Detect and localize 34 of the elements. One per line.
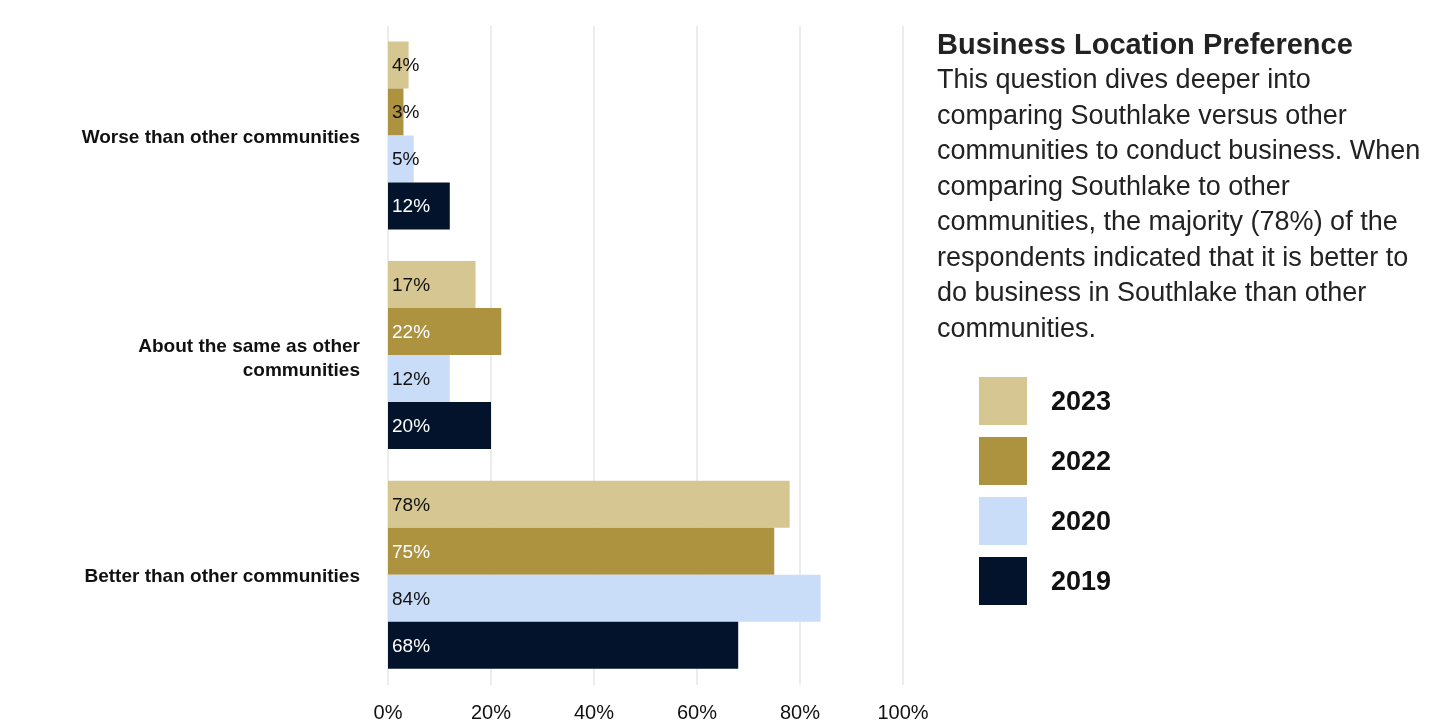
bar — [388, 261, 476, 309]
y-tick-label: About the same as other communities — [138, 334, 361, 379]
x-tick-label: 80% — [779, 701, 821, 724]
bar — [388, 480, 790, 528]
text: This question dives deeper into comparing Southlake versus other communities to conduct business. When comparing Southlake to other communities, the majority (78%) of the respondents indicated that it is better to do business in Southlake than other communities. — [937, 63, 1422, 345]
data-label: 68% — [392, 634, 431, 656]
data-label: 78% — [392, 493, 431, 515]
bar — [388, 355, 450, 403]
bar — [388, 527, 775, 575]
bar — [388, 574, 821, 622]
x-tick-label: 60% — [676, 701, 718, 724]
data-label: 17% — [392, 274, 431, 296]
legend-label: 2019 — [1051, 565, 1112, 597]
x-tick-label: 0% — [373, 701, 403, 724]
bar — [388, 182, 450, 230]
data-label: 22% — [392, 321, 431, 343]
x-tick-label: 100% — [877, 701, 929, 724]
x-tick-label: 20% — [470, 701, 512, 724]
y-tick-label: Worse than other communities — [81, 125, 360, 147]
bar — [388, 402, 491, 450]
text: Business Location Preference — [937, 27, 1354, 62]
data-label: 20% — [392, 415, 431, 437]
y-tick-label: Better than other communities — [84, 564, 360, 586]
data-label: 75% — [392, 540, 431, 562]
data-label: 5% — [392, 148, 420, 170]
legend-label: 2020 — [1051, 505, 1112, 537]
legend-label: 2023 — [1051, 385, 1112, 417]
legend-label: 2022 — [1051, 445, 1112, 477]
data-label: 12% — [392, 195, 431, 217]
data-label: 12% — [392, 368, 431, 390]
x-tick-label: 40% — [573, 701, 615, 724]
bar — [388, 621, 739, 669]
bar — [388, 308, 502, 356]
data-label: 84% — [392, 587, 431, 609]
